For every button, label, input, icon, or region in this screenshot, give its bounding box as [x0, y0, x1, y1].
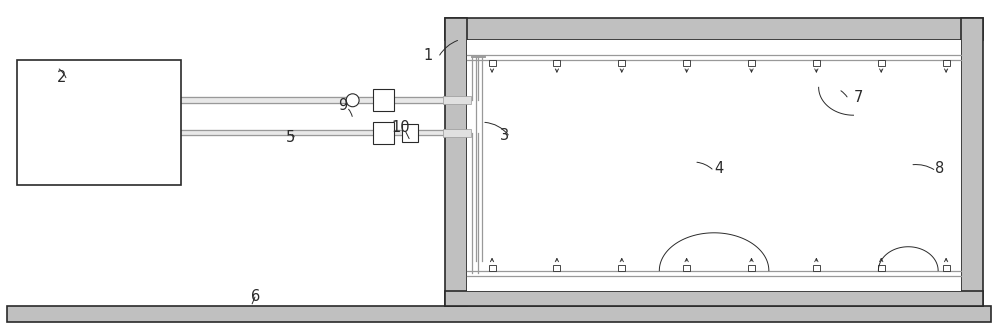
- Text: 2: 2: [57, 70, 67, 85]
- Bar: [961, 18, 983, 306]
- Bar: [961, 18, 983, 306]
- Bar: [17, 60, 181, 185]
- Bar: [445, 18, 983, 40]
- Bar: [943, 60, 950, 66]
- Bar: [748, 60, 755, 66]
- Text: 10: 10: [391, 120, 410, 135]
- Text: 9: 9: [338, 98, 347, 113]
- Text: 1: 1: [424, 48, 433, 63]
- Bar: [7, 306, 991, 322]
- Bar: [443, 96, 471, 104]
- Bar: [748, 265, 755, 271]
- Text: 3: 3: [500, 128, 510, 143]
- Bar: [489, 60, 496, 66]
- Bar: [878, 60, 885, 66]
- Bar: [445, 291, 983, 306]
- Bar: [7, 306, 991, 322]
- Text: 6: 6: [251, 289, 261, 304]
- Text: 8: 8: [935, 162, 945, 177]
- Bar: [813, 60, 820, 66]
- Bar: [467, 40, 961, 291]
- Bar: [878, 265, 885, 271]
- Bar: [373, 89, 394, 111]
- Bar: [402, 124, 418, 142]
- Bar: [943, 265, 950, 271]
- Text: 7: 7: [854, 90, 863, 105]
- Bar: [553, 265, 560, 271]
- Bar: [373, 122, 394, 144]
- Text: 4: 4: [714, 162, 724, 177]
- Text: 5: 5: [286, 129, 296, 145]
- Bar: [445, 18, 467, 306]
- Bar: [445, 291, 983, 306]
- Bar: [553, 60, 560, 66]
- Bar: [445, 18, 983, 40]
- Bar: [813, 265, 820, 271]
- Bar: [443, 129, 471, 137]
- Bar: [489, 265, 496, 271]
- Bar: [618, 60, 625, 66]
- Bar: [445, 18, 467, 306]
- Bar: [683, 265, 690, 271]
- Bar: [618, 265, 625, 271]
- Circle shape: [346, 94, 359, 107]
- Bar: [683, 60, 690, 66]
